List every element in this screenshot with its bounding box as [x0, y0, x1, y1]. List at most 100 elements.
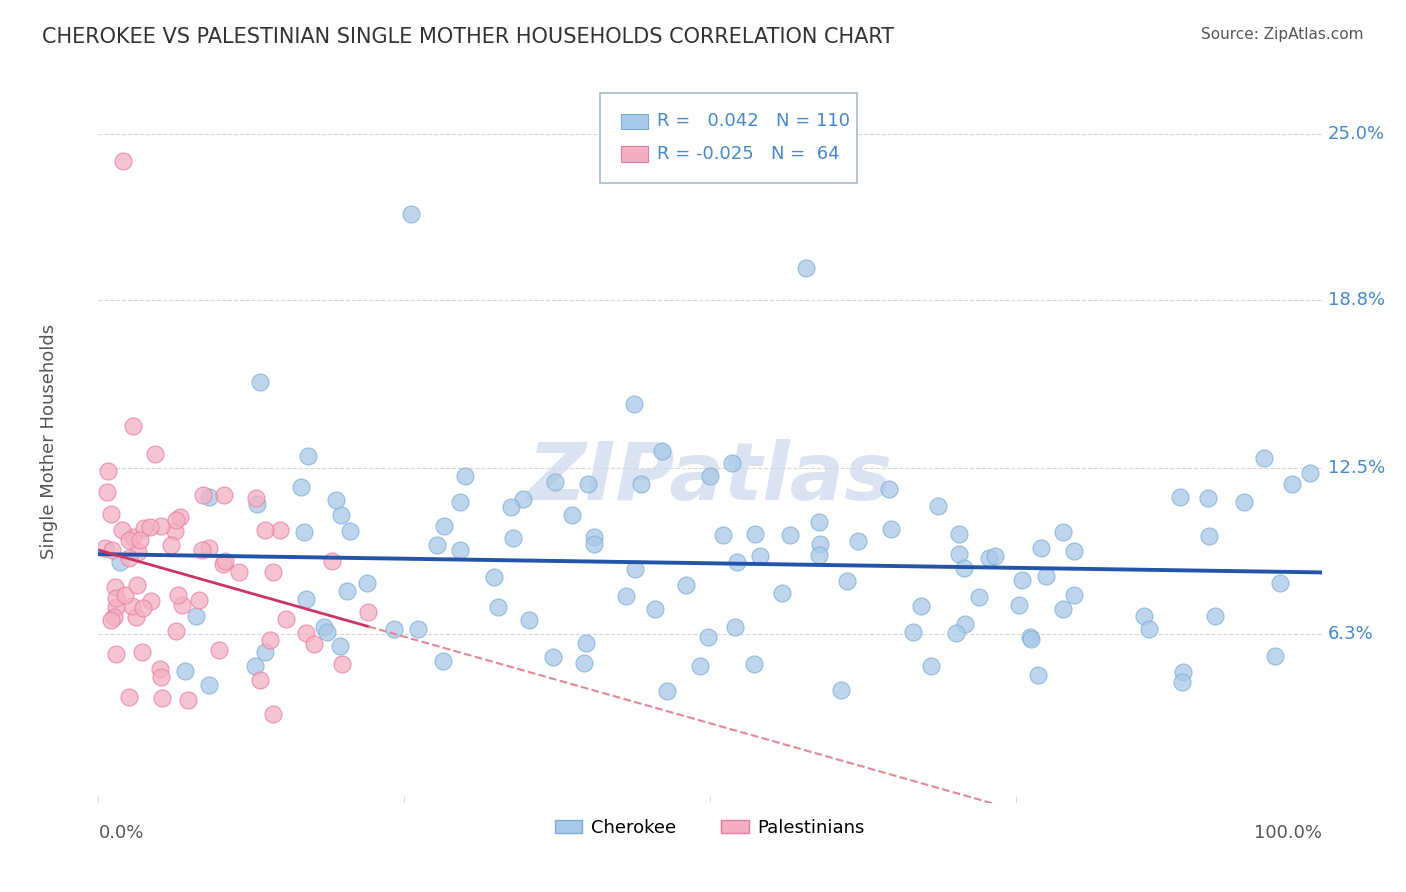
Point: [101, 542, 124, 557]
Point: [953, 561, 976, 575]
Point: [253, 523, 276, 537]
Point: [295, 592, 318, 607]
Point: [1008, 598, 1031, 612]
FancyBboxPatch shape: [620, 146, 648, 162]
Text: ZIPatlas: ZIPatlas: [527, 439, 893, 516]
Point: [111, 524, 134, 538]
Point: [449, 495, 471, 509]
Point: [321, 554, 343, 568]
Point: [846, 533, 869, 548]
Point: [449, 543, 471, 558]
Point: [100, 507, 122, 521]
Point: [117, 690, 139, 705]
Point: [651, 444, 673, 458]
Point: [711, 528, 734, 542]
Point: [329, 508, 352, 522]
Point: [94, 541, 117, 556]
Point: [807, 548, 830, 562]
Point: [129, 533, 152, 548]
Point: [382, 622, 405, 636]
Point: [316, 624, 339, 639]
Point: [1204, 608, 1226, 623]
Point: [657, 684, 679, 698]
Point: [725, 555, 748, 569]
Point: [312, 620, 335, 634]
Point: [159, 538, 181, 552]
Point: [152, 691, 174, 706]
Point: [1052, 601, 1074, 615]
Point: [143, 447, 166, 461]
Point: [165, 513, 187, 527]
Point: [104, 580, 127, 594]
Point: [245, 491, 267, 506]
Point: [575, 636, 598, 650]
Point: [1171, 665, 1194, 680]
Point: [125, 610, 148, 624]
Point: [127, 544, 149, 558]
Point: [561, 508, 583, 522]
Point: [454, 469, 477, 483]
Point: [328, 640, 350, 654]
Point: [1019, 630, 1042, 644]
Point: [1264, 648, 1286, 663]
Point: [499, 500, 522, 514]
Point: [149, 518, 172, 533]
Point: [512, 492, 534, 507]
Point: [406, 622, 429, 636]
Point: [1035, 569, 1057, 583]
Point: [127, 578, 149, 592]
Point: [121, 530, 143, 544]
Point: [249, 673, 271, 687]
Point: [721, 457, 744, 471]
Point: [100, 613, 122, 627]
Text: 100.0%: 100.0%: [1254, 824, 1322, 842]
Point: [262, 706, 284, 721]
Point: [357, 605, 380, 619]
Point: [302, 637, 325, 651]
Point: [623, 397, 645, 411]
Point: [193, 488, 215, 502]
Text: 12.5%: 12.5%: [1327, 459, 1385, 477]
Text: Single Mother Households: Single Mother Households: [41, 324, 59, 559]
Point: [541, 649, 564, 664]
Point: [170, 598, 193, 612]
Point: [187, 592, 209, 607]
Point: [110, 555, 132, 569]
Point: [150, 670, 173, 684]
Point: [325, 493, 347, 508]
Point: [339, 524, 361, 538]
Point: [401, 207, 423, 221]
Point: [336, 584, 359, 599]
Text: 0.0%: 0.0%: [98, 824, 143, 842]
Point: [165, 524, 187, 538]
Point: [1198, 528, 1220, 542]
Point: [576, 477, 599, 491]
Point: [246, 497, 269, 511]
Point: [1063, 588, 1085, 602]
Point: [1132, 608, 1154, 623]
Point: [243, 659, 266, 673]
Point: [779, 528, 801, 542]
Point: [482, 570, 505, 584]
Point: [169, 510, 191, 524]
Point: [426, 538, 449, 552]
Point: [105, 647, 128, 661]
Point: [689, 659, 711, 673]
Point: [191, 543, 214, 558]
Point: [699, 468, 721, 483]
Point: [118, 551, 141, 566]
Point: [910, 599, 932, 614]
Point: [297, 450, 319, 464]
Point: [880, 522, 903, 536]
Point: [96, 485, 118, 500]
Point: [131, 645, 153, 659]
Point: [118, 533, 141, 548]
Point: [1281, 476, 1303, 491]
Point: [167, 588, 190, 602]
Point: [644, 602, 666, 616]
Point: [1019, 632, 1042, 647]
Point: [177, 693, 200, 707]
FancyBboxPatch shape: [620, 113, 648, 129]
Point: [1063, 543, 1085, 558]
Point: [582, 537, 605, 551]
